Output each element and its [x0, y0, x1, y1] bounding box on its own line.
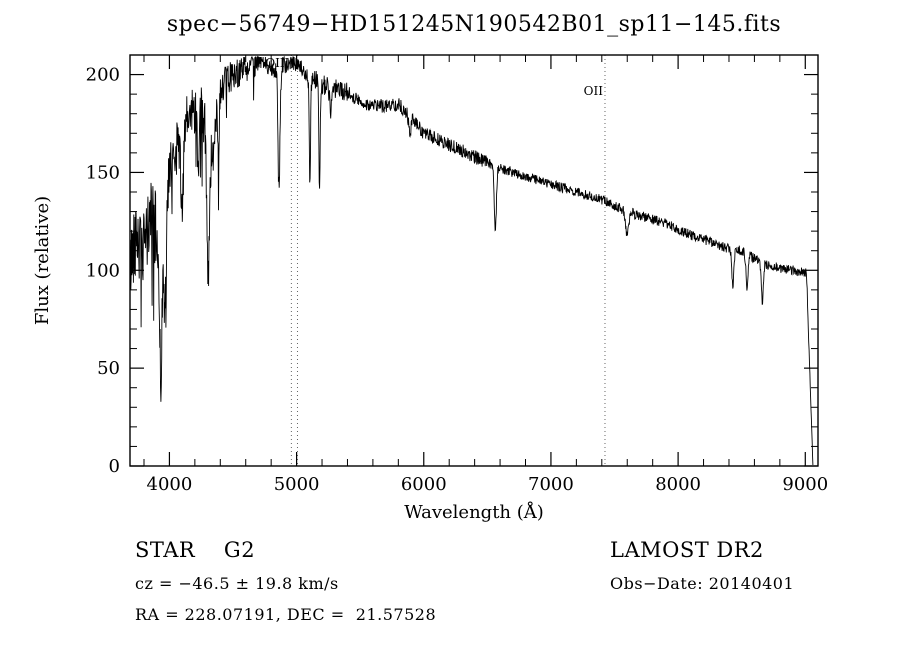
y-axis-title: Flux (relative)	[32, 196, 53, 325]
x-tick-label: 8000	[655, 474, 701, 495]
x-tick-label: 9000	[782, 474, 828, 495]
y-tick-label: 0	[109, 456, 120, 477]
cz-value: cz = −46.5 ± 19.8 km/s	[135, 574, 339, 593]
x-tick-label: 6000	[401, 474, 447, 495]
y-tick-label: 150	[86, 162, 120, 183]
plot-frame	[129, 54, 819, 467]
y-tick-label: 200	[86, 65, 120, 86]
x-tick-label: 4000	[147, 474, 193, 495]
spectrum-path	[129, 55, 814, 466]
obs-date: Obs−Date: 20140401	[610, 574, 795, 593]
chart-title: spec−56749−HD151245N190542B01_sp11−145.f…	[166, 12, 782, 37]
survey-label: LAMOST DR2	[610, 538, 764, 562]
y-tick-label: 100	[86, 260, 120, 281]
y-tick-label: 50	[97, 358, 120, 379]
x-axis-title: Wavelength (Å)	[404, 501, 544, 523]
reference-line-label: OII	[584, 84, 604, 98]
x-tick-label: 7000	[528, 474, 574, 495]
ra-dec-coords: RA = 228.07191, DEC = 21.57528	[135, 605, 437, 624]
x-tick-label: 5000	[274, 474, 320, 495]
object-class-label: STAR G2	[135, 538, 256, 562]
